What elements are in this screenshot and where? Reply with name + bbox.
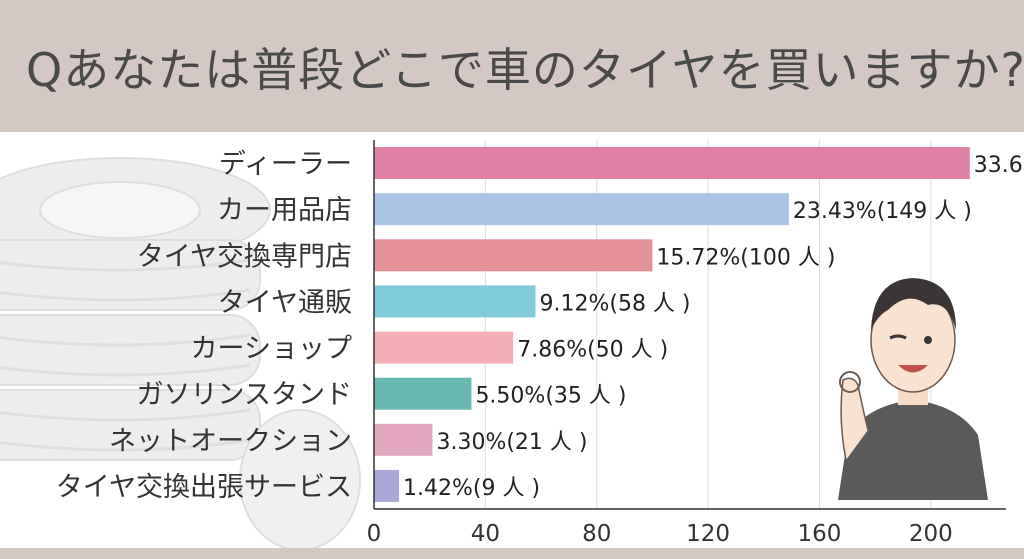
x-tick-label: 40 [471,521,500,547]
chart-title: Qあなたは普段どこで車のタイヤを買いますか? [26,43,1024,97]
x-tick-label: 160 [798,521,842,547]
bar-chart: ディーラー 33.65%(214 人 ) カー用品店 23.43%(149 人 ) タイ… [56,140,1024,547]
tire-stack-illustration [0,157,361,550]
category-label: ガソリンスタンド [137,380,352,411]
data-label: 7.86%(50 人 ) [517,338,668,363]
x-tick-label: 80 [582,521,611,547]
category-label: カー用品店 [217,195,352,226]
title-banner: Qあなたは普段どこで車のタイヤを買いますか? [0,0,1024,132]
bar [374,377,472,410]
data-label: 23.43%(149 人 ) [793,199,972,224]
man-ok-gesture-illustration [838,278,988,500]
bar [374,239,653,272]
bar [374,331,514,364]
data-label: 33.65%(214 人 ) [974,153,1024,178]
data-label: 5.50%(35 人 ) [475,384,626,409]
bar [374,285,536,318]
x-tick-label: 0 [367,521,382,547]
data-label: 3.30%(21 人 ) [436,430,587,455]
category-label: ネットオークション [109,426,352,457]
bar [374,193,789,226]
category-label: タイヤ交換専門店 [137,241,352,272]
bar [374,423,433,456]
bottom-strip [0,548,1024,559]
category-label: カーショップ [191,334,352,365]
x-tick-label: 200 [909,521,953,547]
data-label: 15.72%(100 人 ) [656,245,835,270]
data-label: 1.42%(9 人 ) [403,476,540,501]
bar [374,147,970,180]
data-label: 9.12%(58 人 ) [539,291,690,316]
x-tick-label: 120 [686,521,730,547]
category-label: タイヤ交換出張サービス [56,472,352,503]
category-label: ディーラー [219,149,352,180]
bar [374,469,400,502]
category-label: タイヤ通販 [218,287,352,318]
